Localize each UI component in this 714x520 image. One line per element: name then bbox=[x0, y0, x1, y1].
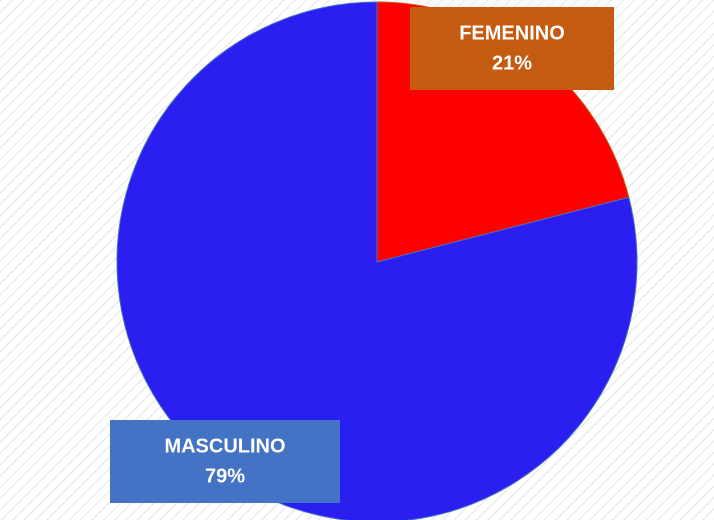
label-category: MASCULINO bbox=[164, 435, 285, 457]
data-labels: FEMENINO 21% MASCULINO 79% bbox=[110, 7, 614, 503]
label-value: 79% bbox=[205, 465, 245, 487]
label-value: 21% bbox=[492, 52, 532, 74]
label-category: FEMENINO bbox=[459, 22, 565, 44]
label-box bbox=[410, 7, 614, 90]
label-box bbox=[110, 420, 340, 503]
